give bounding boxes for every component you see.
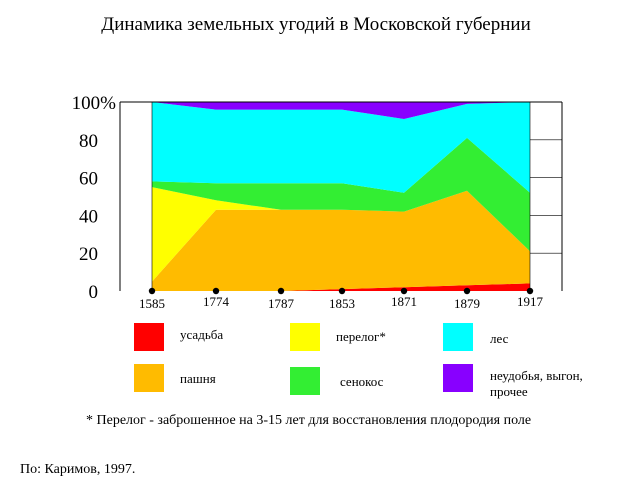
y-tick-label-100: 100% bbox=[72, 93, 117, 114]
area-series-2 bbox=[152, 187, 530, 282]
x-marker-1871 bbox=[400, 287, 408, 295]
y-tick-label-0: 0 bbox=[89, 282, 99, 303]
x-marker-1774 bbox=[212, 287, 220, 295]
x-marker-1879 bbox=[463, 287, 471, 295]
legend-label-les: лес bbox=[490, 331, 509, 346]
areas-layer bbox=[152, 102, 530, 291]
area-series-5 bbox=[152, 102, 530, 119]
x-tick-label-1585: 1585 bbox=[139, 296, 165, 311]
legend-swatch-les bbox=[443, 323, 473, 351]
area-series-4 bbox=[152, 102, 530, 193]
legend-swatch-perelog bbox=[290, 323, 320, 351]
legend-swatch-usadba bbox=[134, 323, 164, 351]
x-marker-1853 bbox=[338, 287, 346, 295]
x-marker-1917 bbox=[526, 287, 534, 295]
y-tick-label-80: 80 bbox=[79, 131, 98, 152]
ticks-layer: 1585 1774 1787 1853 1871 1879 1917 0 20 40 60 80 100… bbox=[72, 93, 544, 311]
x-tick-label-1853: 1853 bbox=[329, 296, 355, 311]
legend-label-nedobya-line2: прочее bbox=[490, 384, 528, 399]
source-citation: По: Каримов, 1997. bbox=[20, 462, 136, 477]
chart-title: Динамика земельных угодий в Московской г… bbox=[101, 14, 531, 35]
legend-label-nedobya-line1: неудобья, выгон, bbox=[490, 368, 583, 383]
x-marker-1585 bbox=[148, 287, 156, 295]
legend-label-nedobya: неудобья, выгон, прочее bbox=[490, 368, 583, 400]
legend-label-perelog: перелог* bbox=[336, 329, 386, 344]
legend-label-pashnya: пашня bbox=[180, 371, 216, 386]
x-tick-label-1879: 1879 bbox=[454, 296, 480, 311]
area-series-0 bbox=[152, 283, 530, 291]
legend-swatch-nedobya bbox=[443, 364, 473, 392]
area-series-1 bbox=[152, 190, 530, 291]
x-tick-label-1917: 1917 bbox=[517, 294, 544, 309]
area-series-3 bbox=[152, 137, 530, 252]
y-tick-label-20: 20 bbox=[79, 244, 98, 265]
stacked-area-chart: 1585 1774 1787 1853 1871 1879 1917 0 20 40 60 80 100… bbox=[72, 93, 563, 311]
x-tick-label-1871: 1871 bbox=[391, 294, 417, 309]
x-tick-label-1787: 1787 bbox=[268, 296, 295, 311]
x-marker-1787 bbox=[277, 287, 285, 295]
legend-swatch-pashnya bbox=[134, 364, 164, 392]
x-tick-label-1774: 1774 bbox=[203, 294, 230, 309]
axes-layer bbox=[119, 101, 563, 291]
footnote: * Перелог - заброшенное на 3-15 лет для … bbox=[86, 413, 532, 428]
legend-swatch-senokos bbox=[290, 367, 320, 395]
legend-label-senokos: сенокос bbox=[340, 374, 384, 389]
legend-label-usadba: усадьба bbox=[180, 327, 224, 342]
y-tick-label-60: 60 bbox=[79, 169, 98, 190]
y-tick-label-40: 40 bbox=[79, 206, 98, 227]
